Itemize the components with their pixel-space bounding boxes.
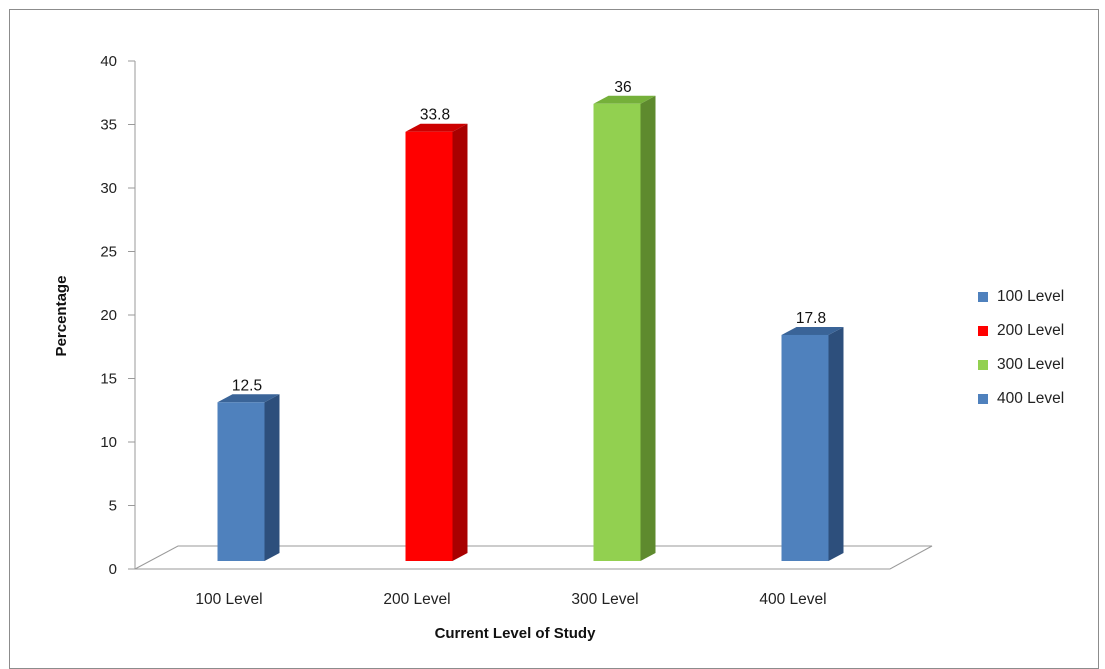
x-tick-label: 400 Level [759, 591, 826, 608]
legend-label: 300 Level [997, 356, 1065, 373]
bar [405, 131, 453, 562]
bar [593, 103, 641, 562]
x-tick-label: 200 Level [383, 591, 450, 608]
y-axis-title: Percentage [53, 276, 70, 357]
y-tick-label: 20 [100, 307, 117, 324]
legend-item: 100 Level [978, 280, 1098, 314]
legend: 100 Level 200 Level 300 Level 400 Level [978, 280, 1098, 416]
x-tick-label: 300 Level [571, 591, 638, 608]
data-label: 17.8 [796, 310, 826, 327]
legend-label: 200 Level [997, 322, 1065, 339]
y-tick-label: 40 [100, 53, 117, 70]
bar-side [264, 394, 280, 561]
legend-label: 100 Level [997, 288, 1065, 305]
bar-top [217, 394, 280, 403]
legend-label: 400 Level [997, 390, 1065, 407]
y-tick-label: 35 [100, 117, 117, 134]
bar-side [452, 123, 468, 562]
y-tick-label: 0 [109, 561, 117, 578]
data-label: 12.5 [232, 377, 262, 394]
y-tick-label: 30 [100, 180, 117, 197]
data-label: 36 [614, 79, 631, 96]
x-axis-tick-labels: 100 Level 200 Level 300 Level 400 Level [195, 591, 826, 608]
bar-side [828, 326, 844, 561]
bars: 12.5 33.8 36 17.8 [217, 79, 844, 562]
legend-item: 300 Level [978, 348, 1098, 382]
data-label: 33.8 [420, 107, 450, 124]
bar-top [781, 326, 844, 335]
legend-swatch [978, 326, 988, 336]
bar-top [593, 95, 656, 104]
legend-swatch [978, 394, 988, 404]
legend-swatch [978, 360, 988, 370]
bar [781, 334, 829, 561]
bar [217, 402, 265, 561]
y-tick-label: 15 [100, 371, 117, 388]
y-tick-label: 10 [100, 434, 117, 451]
bar-side [640, 95, 656, 562]
y-axis-ticks: 0 5 10 15 20 25 30 35 40 [100, 53, 135, 578]
y-tick-label: 5 [109, 498, 117, 515]
x-axis-title: Current Level of Study [435, 625, 597, 642]
chart-floor [134, 545, 933, 570]
legend-item: 200 Level [978, 314, 1098, 348]
legend-swatch [978, 292, 988, 302]
x-tick-label: 100 Level [195, 591, 262, 608]
bar-top [405, 123, 468, 132]
y-tick-label: 25 [100, 244, 117, 261]
legend-item: 400 Level [978, 382, 1098, 416]
